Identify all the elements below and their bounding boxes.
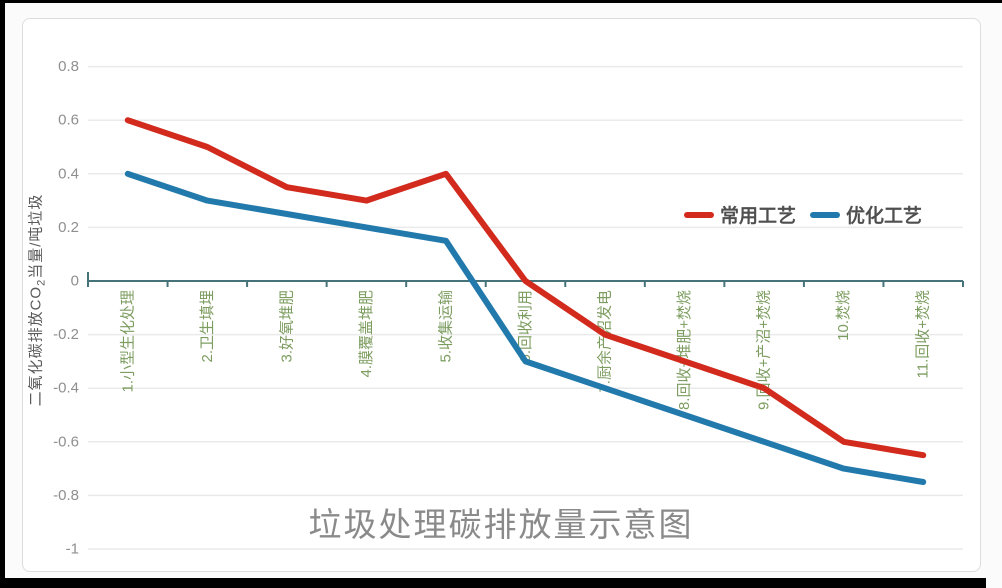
svg-text:9.回收+产沼+焚烧: 9.回收+产沼+焚烧 <box>756 290 773 410</box>
svg-text:-0.8: -0.8 <box>53 487 79 504</box>
legend-label-common-process: 常用工艺 <box>720 206 797 227</box>
chart-title: 垃圾处理碳排放量示意图 <box>308 506 694 543</box>
svg-text:4.膜覆盖堆肥: 4.膜覆盖堆肥 <box>358 290 375 378</box>
svg-text:5.收集运输: 5.收集运输 <box>437 290 454 363</box>
svg-text:0.2: 0.2 <box>58 219 79 236</box>
svg-text:-1: -1 <box>66 541 79 558</box>
svg-text:10.焚烧: 10.焚烧 <box>835 290 852 341</box>
y-axis-title-subscript: 2 <box>35 278 48 286</box>
screen-edge-left <box>0 0 5 588</box>
svg-text:-0.6: -0.6 <box>53 433 79 450</box>
legend-blue-line-swatch <box>810 211 841 218</box>
legend-red-line-swatch <box>684 211 714 218</box>
svg-text:1.小型生化处理: 1.小型生化处理 <box>119 290 136 393</box>
screen-edge-top <box>0 0 1002 3</box>
svg-text:6.回收利用: 6.回收利用 <box>517 290 534 363</box>
svg-text:2.卫生填埋: 2.卫生填埋 <box>199 290 216 363</box>
svg-text:0.4: 0.4 <box>58 165 79 182</box>
legend-item-optimized-process: 优化工艺 <box>810 201 922 228</box>
svg-text:7.厨余产沼发电: 7.厨余产沼发电 <box>596 290 614 393</box>
svg-text:-0.4: -0.4 <box>53 380 79 397</box>
svg-text:0.6: 0.6 <box>58 112 79 129</box>
y-axis-title-suffix: 当量/吨垃圾 <box>27 193 45 279</box>
chart-legend: 常用工艺 优化工艺 <box>684 201 922 228</box>
y-axis-title-text: 二氧化碳排放CO <box>27 285 45 407</box>
svg-text:0.8: 0.8 <box>58 58 79 75</box>
y-axis-title: 二氧化碳排放CO2当量/吨垃圾 <box>25 194 48 407</box>
legend-item-common-process: 常用工艺 <box>684 201 796 228</box>
svg-text:-0.2: -0.2 <box>53 326 79 343</box>
chart-card <box>22 18 981 572</box>
svg-text:11.回收+焚烧: 11.回收+焚烧 <box>915 290 932 379</box>
svg-text:3.好氧堆肥: 3.好氧堆肥 <box>278 290 295 363</box>
screen-edge-bottom <box>0 578 986 588</box>
legend-label-optimized-process: 优化工艺 <box>846 206 923 227</box>
svg-text:8.回收+堆肥+焚烧: 8.回收+堆肥+焚烧 <box>676 290 693 410</box>
svg-text:0: 0 <box>71 273 79 290</box>
